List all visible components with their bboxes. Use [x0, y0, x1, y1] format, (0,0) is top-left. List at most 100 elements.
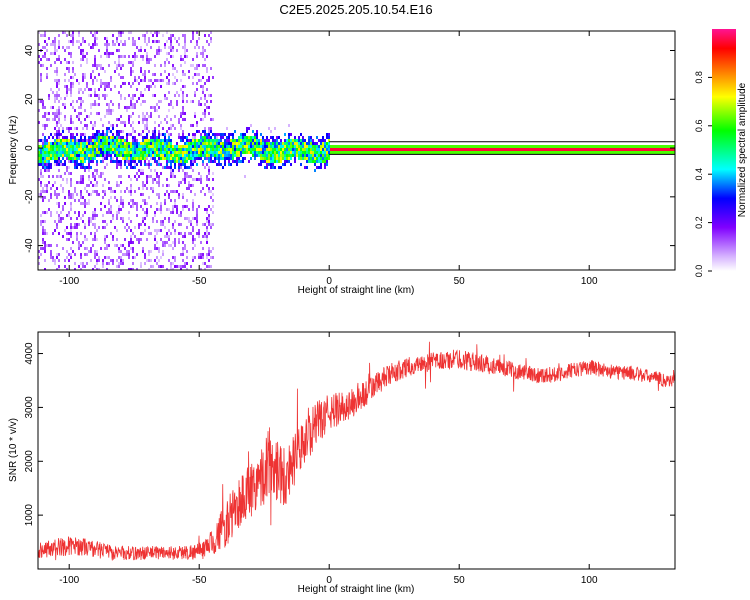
spectrogram-cell: [158, 106, 160, 109]
spectrogram-cell: [50, 52, 52, 55]
spectrogram-cell: [136, 205, 138, 208]
spectrogram-cell: [190, 166, 192, 169]
spectrogram-cell: [164, 139, 166, 142]
spectrogram-cell: [90, 73, 92, 76]
spectrogram-cell: [540, 145, 542, 148]
spectrogram-cell: [140, 91, 142, 94]
spectrogram-cell: [66, 169, 68, 172]
spectrogram-cell: [70, 229, 72, 232]
spectrogram-cell: [138, 82, 140, 85]
spectrogram-cell: [56, 139, 58, 142]
spectrogram-cell: [136, 55, 138, 58]
spectrogram-cell: [58, 115, 60, 118]
spectrogram-cell: [478, 151, 480, 154]
spectrogram-cell: [298, 151, 300, 154]
spectrogram-cell: [204, 268, 206, 270]
spectrogram-cell: [184, 136, 186, 139]
spectrogram-cell: [48, 208, 50, 211]
spectrogram-cell: [116, 64, 118, 67]
spectrogram-cell: [132, 148, 134, 151]
spectrogram-cell: [322, 145, 324, 148]
spectrogram-cell: [132, 136, 134, 139]
spectrogram-cell: [48, 148, 50, 151]
spectrogram-cell: [104, 235, 106, 238]
spectrogram-cell: [160, 223, 162, 226]
spectrogram-cell: [146, 31, 148, 34]
spectrogram-cell: [140, 193, 142, 196]
spectrogram-cell: [378, 145, 380, 148]
spectrogram-cell: [118, 247, 120, 250]
spectrogram-cell: [274, 145, 276, 148]
spectrogram-cell: [204, 151, 206, 154]
spectrogram-cell: [186, 262, 188, 265]
spectrogram-cell: [84, 247, 86, 250]
spectrogram-cell: [62, 247, 64, 250]
spectrogram-cell: [104, 43, 106, 46]
spectrogram-cell: [96, 112, 98, 115]
spectrogram-cell: [204, 262, 206, 265]
spectrogram-cell: [74, 163, 76, 166]
spectrogram-cell: [148, 142, 150, 145]
spectrogram-cell: [188, 181, 190, 184]
spectrogram-cell: [82, 49, 84, 52]
spectrogram-cell: [312, 154, 314, 157]
spectrogram-cell: [176, 154, 178, 157]
spectrogram-cell: [252, 145, 254, 148]
spectrogram-cell: [164, 226, 166, 229]
spectrogram-cell: [80, 121, 82, 124]
spectrogram-cell: [236, 163, 238, 166]
spectrogram-cell: [180, 148, 182, 151]
spectrogram-cell: [66, 94, 68, 97]
colorbar: 0.00.20.40.60.8 Normalized spectral ampl…: [694, 29, 748, 277]
spectrogram-cell: [80, 193, 82, 196]
spectrogram-cell: [182, 259, 184, 262]
spectrogram-cell: [40, 253, 42, 256]
spectrogram-cell: [130, 229, 132, 232]
spectrogram-cell: [168, 235, 170, 238]
spectrogram-cell: [222, 148, 224, 151]
spectrogram-cell: [48, 166, 50, 169]
spectrogram-cell: [66, 67, 68, 70]
spectrogram-cell: [262, 136, 264, 139]
spectrogram-cell: [168, 193, 170, 196]
spectrogram-cell: [270, 166, 272, 169]
spectrogram-cell: [178, 148, 180, 151]
spectrogram-cell: [138, 148, 140, 151]
spectrogram-cell: [184, 112, 186, 115]
spectrogram-cell: [658, 151, 660, 154]
spectrogram-cell: [196, 55, 198, 58]
spectrogram-cell: [314, 148, 316, 151]
spectrogram-cell: [106, 163, 108, 166]
spectrogram-cell: [116, 133, 118, 136]
spectrogram-cell: [210, 142, 212, 145]
spectrogram-cell: [80, 217, 82, 220]
spectrogram-cell: [134, 154, 136, 157]
spectrogram-cell: [206, 265, 208, 268]
colorbar-tick-label: 0.0: [694, 265, 704, 278]
spectrogram-cell: [176, 100, 178, 103]
spectrogram-cell: [206, 238, 208, 241]
spectrogram-cell: [228, 148, 230, 151]
spectrogram-cell: [198, 178, 200, 181]
spectrogram-cell: [220, 136, 222, 139]
spectrogram-cell: [314, 163, 316, 166]
spectrogram-cell: [78, 106, 80, 109]
spectrogram-cell: [152, 151, 154, 154]
spectrogram-cell: [94, 64, 96, 67]
spectrogram-cell: [302, 136, 304, 139]
spectrogram-cell: [344, 151, 346, 154]
spectrogram-cell: [126, 151, 128, 154]
spectrogram-cell: [496, 151, 498, 154]
spectrogram-cell: [510, 148, 512, 151]
colorbar-tick-label: 0.6: [694, 120, 704, 133]
spectrogram-cell: [128, 190, 130, 193]
spectrogram-cell: [96, 181, 98, 184]
spectrogram-cell: [182, 118, 184, 121]
spectrogram-cell: [184, 52, 186, 55]
spectrogram-cell: [368, 151, 370, 154]
spectrogram-cell: [64, 136, 66, 139]
spectrogram-cell: [188, 133, 190, 136]
spectrogram-cell: [338, 148, 340, 151]
spectrogram-cell: [160, 202, 162, 205]
spectrogram-cell: [86, 115, 88, 118]
